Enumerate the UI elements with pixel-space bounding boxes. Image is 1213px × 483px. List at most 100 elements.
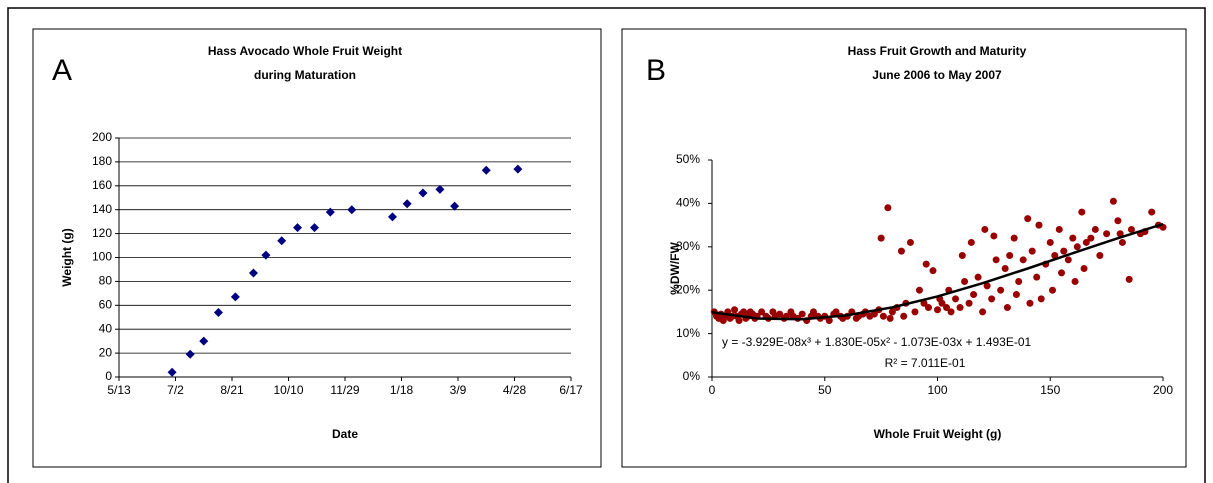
data-point — [758, 308, 766, 316]
data-point — [988, 295, 996, 303]
data-point — [1118, 238, 1126, 246]
data-point — [1109, 197, 1117, 205]
x-tick-label: 200 — [1153, 383, 1173, 397]
data-point — [886, 314, 894, 322]
data-point — [776, 310, 784, 318]
data-point — [261, 250, 271, 260]
data-point — [1114, 217, 1122, 225]
data-point — [1035, 221, 1043, 229]
x-tick-label: 0 — [709, 383, 716, 397]
data-point — [934, 306, 941, 314]
data-point — [990, 232, 998, 240]
data-point — [1148, 208, 1156, 216]
data-point — [911, 308, 919, 316]
data-point — [997, 286, 1005, 294]
data-point — [1058, 269, 1066, 277]
data-point — [435, 184, 445, 194]
data-point — [1078, 208, 1086, 216]
annotation: y = -3.929E-08x³ + 1.830E-05x² - 1.073E-… — [722, 335, 1032, 349]
data-point — [1037, 295, 1045, 303]
x-tick-label: 4/28 — [503, 383, 527, 397]
data-point — [877, 234, 885, 242]
data-point — [825, 317, 833, 325]
data-point — [1001, 265, 1009, 272]
data-point — [185, 349, 195, 359]
x-tick-label: 8/21 — [220, 383, 244, 397]
data-point — [798, 310, 806, 318]
data-point — [402, 199, 412, 209]
y-tick-label: 10% — [676, 326, 700, 340]
x-tick-label: 11/29 — [330, 383, 359, 397]
y-tick-label: 0% — [683, 369, 701, 383]
data-point — [1082, 238, 1090, 246]
data-point — [900, 312, 908, 320]
data-point — [1019, 256, 1027, 264]
data-point — [230, 292, 240, 302]
data-point — [943, 304, 951, 312]
y-tick-label: 0 — [105, 369, 112, 383]
data-point — [418, 188, 428, 198]
y-axis-title: %DW/FW — [668, 242, 682, 295]
data-point — [213, 307, 223, 317]
y-tick-label: 140 — [92, 202, 112, 216]
data-point — [1116, 230, 1124, 238]
annotation: R² = 7.011E-01 — [885, 356, 966, 370]
x-tick-label: 1/18 — [390, 383, 414, 397]
x-tick-label: 7/2 — [167, 383, 184, 397]
data-point — [979, 308, 987, 316]
data-point — [906, 238, 914, 246]
data-point — [1071, 278, 1079, 286]
data-point — [1073, 243, 1081, 251]
data-point — [920, 299, 928, 307]
y-tick-label: 40 — [99, 321, 113, 335]
data-point — [981, 225, 989, 233]
y-axis-title: Weight (g) — [60, 228, 74, 286]
data-point — [974, 273, 982, 281]
chart-title: Hass Avocado Whole Fruit Weight — [208, 44, 402, 58]
data-point — [1055, 225, 1063, 233]
x-axis-title: Date — [332, 427, 358, 441]
data-point — [992, 256, 1000, 264]
y-tick-label: 180 — [92, 154, 112, 168]
data-point — [248, 268, 258, 278]
panel-b-frame — [621, 28, 1187, 468]
x-tick-label: 6/17 — [559, 383, 583, 397]
data-point — [956, 304, 964, 312]
y-tick-label: 60 — [99, 297, 113, 311]
data-point — [1015, 278, 1023, 286]
y-tick-label: 50% — [676, 152, 700, 166]
x-tick-label: 3/9 — [450, 383, 467, 397]
x-tick-label: 5/13 — [107, 383, 131, 397]
data-point — [167, 367, 177, 377]
data-point — [1091, 225, 1099, 233]
panel-a-frame — [32, 28, 602, 468]
data-point — [309, 223, 319, 233]
data-point — [1024, 215, 1032, 223]
x-tick-label: 50 — [818, 383, 832, 397]
x-axis-title: Whole Fruit Weight (g) — [874, 427, 1002, 441]
data-point — [870, 310, 878, 318]
data-point — [897, 247, 905, 255]
y-tick-label: 200 — [92, 130, 112, 144]
data-point — [879, 312, 887, 320]
data-point — [924, 304, 932, 312]
data-point — [1026, 299, 1034, 307]
data-point — [915, 286, 923, 294]
data-point — [293, 223, 303, 233]
panel-label: A — [52, 54, 72, 87]
data-point — [1010, 234, 1018, 242]
data-point — [1096, 251, 1104, 259]
data-point — [1064, 256, 1072, 264]
data-point — [1033, 273, 1041, 281]
data-point — [1069, 234, 1077, 242]
data-point — [450, 201, 460, 211]
data-point — [735, 317, 743, 325]
trendline — [711, 222, 1164, 321]
data-point — [832, 308, 840, 316]
data-point — [1012, 291, 1020, 299]
data-point — [1087, 234, 1095, 242]
data-point — [965, 299, 973, 307]
y-tick-label: 20 — [99, 345, 113, 359]
data-point — [1006, 251, 1014, 259]
